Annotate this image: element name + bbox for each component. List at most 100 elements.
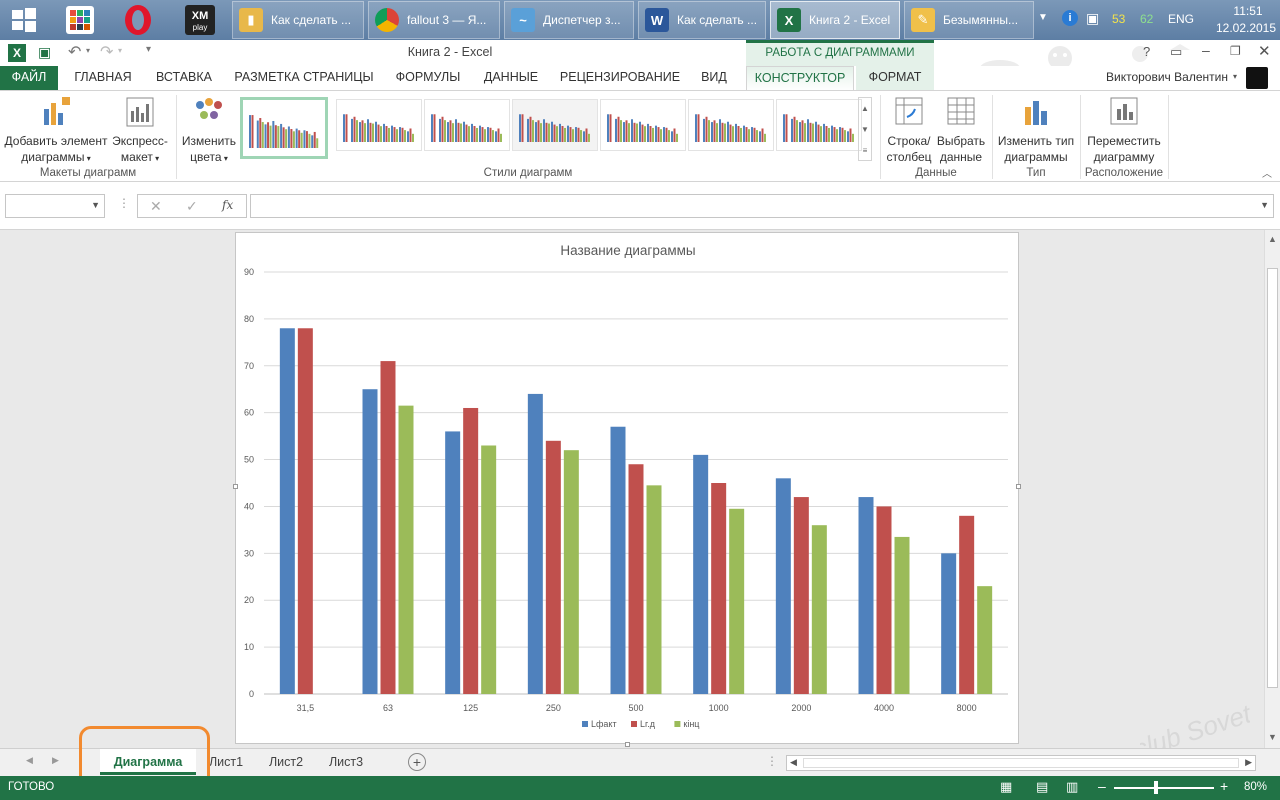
zoom-slider-thumb[interactable] — [1154, 781, 1158, 794]
chart-area[interactable]: Название диаграммы 0 10 20 30 40 50 60 70 80 90 31… — [235, 232, 1019, 744]
language-indicator[interactable]: ENG — [1168, 12, 1195, 26]
page-break-view-icon[interactable]: ▥ — [1066, 779, 1079, 794]
save-icon[interactable]: ▣ — [38, 44, 52, 60]
horizontal-scrollbar[interactable]: ◀ ▶ — [786, 755, 1256, 771]
scroll-down-icon[interactable]: ▼ — [1268, 732, 1277, 742]
tab-home[interactable]: ГЛАВНАЯ — [74, 70, 132, 84]
cancel-icon[interactable]: ✕ — [150, 198, 162, 214]
scroll-right-icon[interactable]: ▶ — [1245, 757, 1252, 767]
page-layout-view-icon[interactable]: ▤ — [1036, 779, 1049, 794]
redo-dropdown-icon[interactable]: ▾ — [118, 46, 123, 55]
sheet-tab-1[interactable]: Лист1 — [208, 755, 244, 769]
add-chart-element-button[interactable]: Добавить элемент диаграммы ▾ — [4, 95, 108, 167]
gallery-up-icon[interactable]: ▲ — [861, 104, 869, 113]
undo-dropdown-icon[interactable]: ▾ — [86, 46, 91, 55]
move-chart-button[interactable]: Переместить диаграмму — [1082, 95, 1166, 165]
tab-view[interactable]: ВИД — [701, 70, 727, 84]
expand-formula-icon[interactable]: ▼ — [1260, 200, 1269, 210]
zoom-in-icon[interactable]: + — [1220, 778, 1229, 794]
insert-function-button[interactable]: fx — [222, 198, 234, 212]
legend[interactable]: Lфакт Lг.д кінц — [582, 719, 699, 729]
chart-style-2[interactable] — [336, 99, 422, 151]
chart-style-6[interactable] — [688, 99, 774, 151]
thumb-bar — [719, 119, 721, 142]
task-excel[interactable]: X Книга 2 - Excel — [770, 1, 900, 39]
switch-row-column-button[interactable]: Строка/ столбец — [884, 95, 934, 165]
tab-file[interactable]: ФАЙЛ — [0, 66, 58, 90]
resize-handle[interactable] — [1016, 484, 1021, 489]
vertical-scrollbar[interactable]: ▲ ▼ — [1264, 230, 1280, 748]
sheet-tab-3[interactable]: Лист3 — [328, 755, 364, 769]
h-scroll-thumb[interactable] — [803, 758, 1239, 768]
clock-time[interactable]: 11:51 — [1233, 4, 1263, 18]
undo-icon[interactable]: ↶ — [68, 44, 82, 61]
task-folder[interactable]: ▮ Как сделать ... — [232, 1, 364, 39]
zoom-level[interactable]: 80% — [1244, 781, 1268, 793]
chart-style-3[interactable] — [424, 99, 510, 151]
restore-icon[interactable]: ❐ — [1230, 44, 1241, 58]
redo-icon[interactable]: ↷ — [100, 44, 114, 61]
start-button[interactable] — [4, 2, 44, 38]
info-icon[interactable]: i — [1062, 10, 1078, 26]
collapse-ribbon-icon[interactable]: ︿ — [1262, 169, 1272, 180]
zoom-slider[interactable] — [1114, 787, 1214, 789]
scroll-left-icon[interactable]: ◀ — [790, 757, 797, 767]
help-icon[interactable]: ? — [1143, 44, 1151, 59]
clock-date[interactable]: 12.02.2015 — [1215, 21, 1277, 35]
close-icon[interactable]: ✕ — [1258, 43, 1271, 60]
gallery-more-icon[interactable]: ≡ — [862, 146, 868, 155]
tray-overflow-icon[interactable]: ▼ — [1038, 12, 1048, 23]
user-dropdown-icon[interactable]: ▾ — [1233, 72, 1238, 81]
task-word[interactable]: W Как сделать ... — [638, 1, 766, 39]
task-chrome[interactable]: fallout 3 — Я... — [368, 1, 500, 39]
zoom-out-icon[interactable]: – — [1098, 778, 1106, 794]
normal-view-icon[interactable]: ▦ — [1000, 779, 1013, 794]
chart-style-4[interactable] — [512, 99, 598, 151]
task-paint[interactable]: ✎ Безымянны... — [904, 1, 1034, 39]
avatar[interactable] — [1246, 67, 1268, 89]
tab-insert[interactable]: ВСТАВКА — [155, 70, 213, 84]
gallery-scroll[interactable]: ▲ ▼ ≡ — [858, 97, 872, 161]
user-name[interactable]: Викторович Валентин — [1106, 70, 1228, 84]
folder-icon: ▮ — [239, 8, 263, 32]
chart-style-5[interactable] — [600, 99, 686, 151]
formula-input[interactable]: ▼ — [250, 194, 1274, 218]
tab-format[interactable]: ФОРМАТ — [856, 66, 934, 90]
tab-data[interactable]: ДАННЫЕ — [483, 70, 539, 84]
opera-button[interactable] — [118, 2, 158, 38]
gallery-down-icon[interactable]: ▼ — [861, 125, 869, 134]
next-sheet-icon[interactable]: ▶ — [52, 755, 59, 765]
sheet-tab-chart[interactable]: Диаграмма — [100, 749, 196, 775]
change-colors-button[interactable]: Изменить цвета ▾ — [180, 95, 238, 167]
customize-qat-icon[interactable]: ▾ — [146, 44, 152, 55]
resize-handle[interactable] — [625, 742, 630, 747]
scroll-up-icon[interactable]: ▲ — [1268, 234, 1277, 244]
scroll-thumb[interactable] — [1267, 268, 1278, 688]
tab-split-handle-icon[interactable]: ⋮ — [766, 754, 778, 768]
minimize-icon[interactable]: – — [1202, 42, 1210, 58]
quick-layout-button[interactable]: Экспресс- макет ▾ — [110, 95, 170, 167]
change-chart-type-button[interactable]: Изменить тип диаграммы — [994, 95, 1078, 165]
select-data-button[interactable]: Выбрать данные — [934, 95, 988, 165]
legend-swatch — [582, 721, 588, 727]
chart-style-7[interactable] — [776, 99, 862, 151]
tab-review[interactable]: РЕЦЕНЗИРОВАНИЕ — [559, 70, 681, 84]
tab-formulas[interactable]: ФОРМУЛЫ — [395, 70, 461, 84]
enter-icon[interactable]: ✓ — [186, 198, 198, 214]
task-manager[interactable]: ~ Диспетчер з... — [504, 1, 634, 39]
apps-grid-button[interactable] — [60, 2, 100, 38]
name-box-dropdown-icon[interactable]: ▼ — [91, 200, 100, 210]
prev-sheet-icon[interactable]: ◀ — [26, 755, 33, 765]
chart-style-1[interactable] — [240, 97, 328, 159]
chart-title[interactable]: Название диаграммы — [560, 243, 695, 258]
sheet-tab-2[interactable]: Лист2 — [268, 755, 304, 769]
ribbon-display-options-icon[interactable]: ▭ — [1170, 44, 1183, 59]
name-box[interactable]: ▼ — [5, 194, 105, 218]
xmplay-button[interactable]: XM play — [180, 2, 220, 38]
thumb-bar — [267, 122, 270, 148]
add-sheet-icon[interactable]: + — [408, 753, 426, 771]
tab-page-layout[interactable]: РАЗМЕТКА СТРАНИЦЫ — [234, 70, 374, 84]
tab-design[interactable]: КОНСТРУКТОР — [746, 66, 854, 91]
network-icon[interactable]: ▣ — [1086, 10, 1100, 26]
resize-handle[interactable] — [233, 484, 238, 489]
